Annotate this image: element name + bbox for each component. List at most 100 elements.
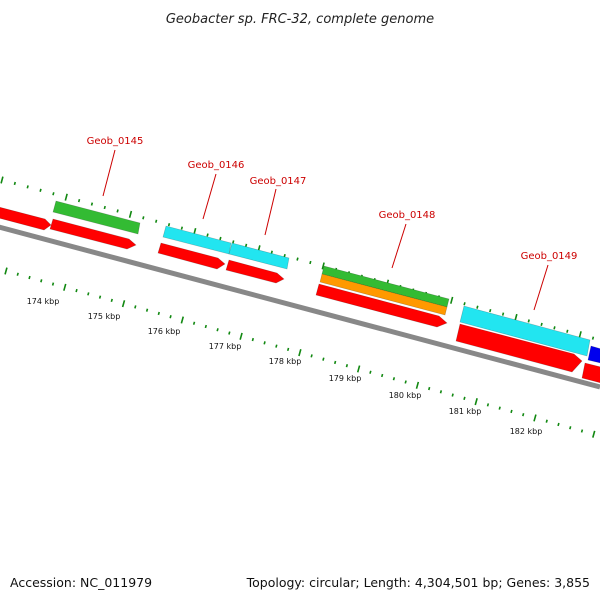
gene-label-geob-0146[interactable]: Geob_0146: [188, 160, 245, 171]
gene-feature-geob-0144[interactable]: [0, 206, 52, 231]
major-tick: [0, 176, 4, 184]
minor-tick: [87, 292, 90, 296]
major-tick: [474, 398, 478, 406]
gene-feature-next[interactable]: [581, 345, 600, 384]
minor-tick: [392, 377, 396, 381]
minor-tick: [333, 360, 337, 365]
minor-tick: [232, 240, 235, 244]
cds-arrow[interactable]: [225, 259, 285, 284]
label-leader: [533, 264, 549, 311]
major-tick: [356, 365, 361, 373]
scale-label-179: 179 kbp: [329, 374, 362, 383]
minor-tick: [204, 324, 208, 329]
cds-arrow[interactable]: [315, 283, 448, 328]
major-tick: [128, 210, 133, 218]
minor-tick: [486, 403, 490, 407]
minor-tick: [591, 336, 595, 340]
gene-bar-orange[interactable]: [319, 273, 448, 316]
minor-tick: [566, 329, 569, 333]
scale-tick-marks: [4, 267, 596, 438]
gene-label-geob-0145[interactable]: Geob_0145: [87, 136, 144, 147]
minor-tick: [310, 354, 313, 358]
minor-tick: [90, 202, 94, 206]
minor-tick: [192, 321, 196, 325]
minor-tick: [51, 282, 55, 286]
major-tick: [533, 414, 537, 422]
minor-tick: [169, 315, 172, 319]
minor-tick: [116, 209, 119, 213]
scale-label-174: 174 kbp: [27, 297, 60, 306]
label-leader: [202, 173, 217, 220]
minor-tick: [580, 429, 584, 433]
gene-feature-geob-0149[interactable]: [455, 305, 591, 373]
major-tick: [514, 313, 518, 322]
scale-label-177: 177 kbp: [209, 342, 242, 351]
gene-feature-geob-0145[interactable]: [49, 200, 141, 250]
genome-summary-text: Topology: circular; Length: 4,304,501 bp…: [246, 575, 590, 590]
label-leader: [102, 149, 116, 197]
label-leader: [391, 223, 407, 269]
scale-label-178: 178 kbp: [269, 357, 302, 366]
major-tick: [592, 430, 596, 438]
major-tick: [64, 193, 68, 201]
gene-bar-green[interactable]: [52, 200, 141, 235]
minor-tick: [322, 357, 325, 361]
minor-tick: [286, 347, 290, 352]
scale-label-176: 176 kbp: [148, 327, 181, 336]
map-title: Geobacter sp. FRC-32, complete genome: [166, 12, 434, 27]
minor-tick: [553, 326, 556, 330]
scale-labels: 174 kbp 175 kbp 176 kbp 177 kbp 178 kbp …: [27, 297, 543, 436]
major-tick: [415, 381, 420, 389]
minor-tick: [110, 298, 113, 303]
minor-tick: [103, 205, 106, 210]
minor-tick: [263, 341, 266, 345]
minor-tick: [404, 380, 407, 384]
minor-tick: [216, 328, 219, 332]
gene-feature-geob-0146[interactable]: [157, 225, 232, 270]
major-tick: [321, 262, 325, 270]
gene-bar-blue[interactable]: [587, 345, 600, 364]
gene-bar-cyan[interactable]: [459, 305, 591, 357]
cds-arrow[interactable]: [0, 206, 52, 231]
gene-feature-geob-0148[interactable]: [315, 265, 450, 328]
genome-backbone: [0, 224, 600, 390]
cds-arrow[interactable]: [581, 362, 600, 384]
minor-tick: [463, 302, 466, 306]
minor-tick: [283, 253, 286, 258]
minor-tick: [501, 312, 505, 316]
cds-arrow[interactable]: [157, 242, 226, 270]
gene-label-geob-0149[interactable]: Geob_0149: [521, 251, 578, 262]
feature-track: [0, 200, 600, 384]
minor-tick: [557, 422, 560, 427]
minor-tick: [26, 185, 29, 189]
minor-tick: [569, 426, 572, 430]
gene-bar-cyan[interactable]: [228, 242, 290, 270]
minor-tick: [540, 322, 543, 327]
minor-tick: [275, 344, 278, 348]
scale-label-182: 182 kbp: [510, 427, 543, 436]
minor-tick: [527, 319, 530, 323]
minor-tick: [77, 198, 81, 203]
scale-label-175: 175 kbp: [88, 312, 121, 321]
cds-arrow[interactable]: [455, 323, 583, 373]
minor-tick: [545, 419, 548, 423]
minor-tick: [52, 192, 55, 196]
minor-tick: [206, 233, 209, 237]
minor-tick: [16, 272, 19, 276]
minor-tick: [251, 337, 255, 342]
minor-tick: [428, 386, 431, 391]
scale-label-180: 180 kbp: [389, 391, 422, 400]
minor-tick: [142, 216, 145, 220]
cds-arrow[interactable]: [49, 218, 137, 250]
minor-tick: [296, 257, 299, 261]
gene-label-geob-0147[interactable]: Geob_0147: [250, 176, 307, 187]
major-tick: [578, 331, 582, 339]
gene-feature-geob-0147[interactable]: [225, 242, 290, 284]
gene-label-geob-0148[interactable]: Geob_0148: [379, 210, 436, 221]
minor-tick: [98, 295, 102, 299]
minor-tick: [476, 305, 479, 309]
minor-tick: [345, 364, 349, 368]
minor-tick: [439, 390, 443, 394]
major-tick: [298, 349, 302, 357]
minor-tick: [75, 288, 78, 293]
